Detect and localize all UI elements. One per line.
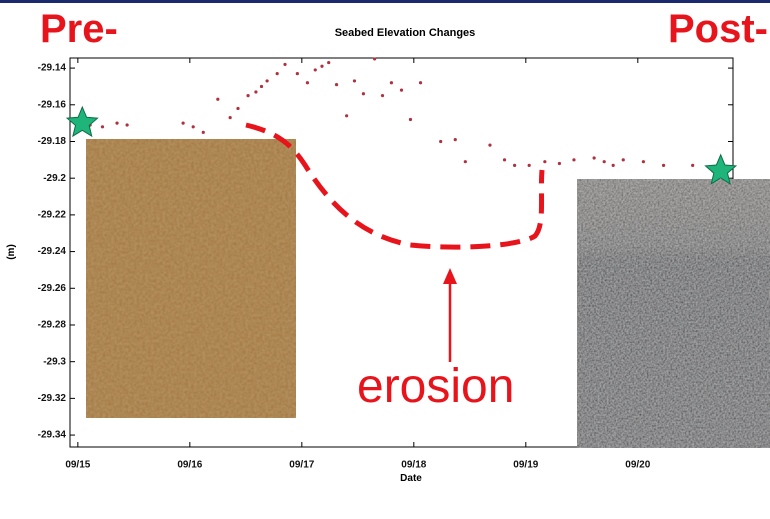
x-tick-label: 09/20 bbox=[625, 460, 650, 471]
top-band bbox=[0, 0, 770, 3]
x-axis-label: Date bbox=[400, 473, 422, 484]
y-tick-label: -29.34 bbox=[38, 430, 67, 441]
data-point bbox=[327, 61, 330, 64]
data-point bbox=[454, 138, 457, 141]
data-point bbox=[101, 125, 104, 128]
chart: -29.14 -29.16 -29.18 -29.2 -29.22 -29.24 -29.2… bbox=[0, 0, 770, 519]
data-point bbox=[622, 158, 625, 161]
data-point bbox=[642, 160, 645, 163]
x-tick-label: 09/15 bbox=[65, 460, 90, 471]
data-point bbox=[254, 90, 257, 93]
data-point bbox=[266, 79, 269, 82]
data-point bbox=[229, 116, 232, 119]
data-point bbox=[216, 98, 219, 101]
x-tick-label: 09/18 bbox=[401, 460, 426, 471]
data-point bbox=[192, 125, 195, 128]
y-axis-label: (m) bbox=[6, 244, 17, 260]
data-point bbox=[528, 164, 531, 167]
page: -29.14 -29.16 -29.18 -29.2 -29.22 -29.24 -29.2… bbox=[0, 0, 770, 519]
chart-title: Seabed Elevation Changes bbox=[335, 27, 476, 39]
data-point bbox=[409, 118, 412, 121]
data-point bbox=[320, 65, 323, 68]
data-point bbox=[362, 92, 365, 95]
star-marker bbox=[67, 107, 97, 136]
erosion-label: erosion bbox=[357, 360, 514, 413]
y-tick-label: -29.26 bbox=[38, 283, 67, 294]
arrow-head bbox=[443, 268, 457, 284]
data-point bbox=[126, 123, 129, 126]
data-point bbox=[390, 81, 393, 84]
y-tick-label: -29.18 bbox=[38, 136, 67, 147]
data-point bbox=[236, 107, 239, 110]
y-tick-label: -29.3 bbox=[43, 356, 66, 367]
data-point bbox=[306, 81, 309, 84]
y-tick-label: -29.2 bbox=[43, 173, 66, 184]
data-point bbox=[335, 83, 338, 86]
pre-label: Pre- bbox=[40, 7, 118, 51]
data-point bbox=[543, 160, 546, 163]
x-tick-label: 09/17 bbox=[289, 460, 314, 471]
data-point bbox=[503, 158, 506, 161]
x-tick-label: 09/19 bbox=[513, 460, 538, 471]
data-point bbox=[612, 164, 615, 167]
data-point bbox=[439, 140, 442, 143]
data-point bbox=[400, 89, 403, 92]
data-point bbox=[345, 114, 348, 117]
data-point bbox=[373, 57, 376, 60]
x-tick-label: 09/16 bbox=[177, 460, 202, 471]
data-point bbox=[419, 81, 422, 84]
data-point bbox=[182, 122, 185, 125]
data-point bbox=[283, 63, 286, 66]
data-point bbox=[202, 131, 205, 134]
data-point bbox=[276, 72, 279, 75]
data-point bbox=[593, 156, 596, 159]
data-point bbox=[662, 164, 665, 167]
data-point bbox=[558, 162, 561, 165]
post-label: Post- bbox=[668, 7, 768, 51]
photo-pre bbox=[86, 139, 296, 418]
photo-post bbox=[577, 179, 770, 448]
data-point bbox=[513, 164, 516, 167]
y-tick-label: -29.28 bbox=[38, 320, 67, 331]
data-point bbox=[464, 160, 467, 163]
data-point bbox=[260, 85, 263, 88]
data-point bbox=[381, 94, 384, 97]
data-point bbox=[691, 164, 694, 167]
y-tick-label: -29.14 bbox=[38, 63, 67, 74]
data-point bbox=[353, 79, 356, 82]
y-tick-label: -29.16 bbox=[38, 99, 67, 110]
y-tick-label: -29.32 bbox=[38, 393, 67, 404]
data-point bbox=[314, 68, 317, 71]
y-tick-label: -29.24 bbox=[38, 246, 67, 257]
data-point bbox=[488, 144, 491, 147]
data-point bbox=[246, 94, 249, 97]
data-point bbox=[115, 122, 118, 125]
data-point bbox=[603, 160, 606, 163]
data-point bbox=[572, 158, 575, 161]
data-point bbox=[296, 72, 299, 75]
y-tick-label: -29.22 bbox=[38, 210, 67, 221]
